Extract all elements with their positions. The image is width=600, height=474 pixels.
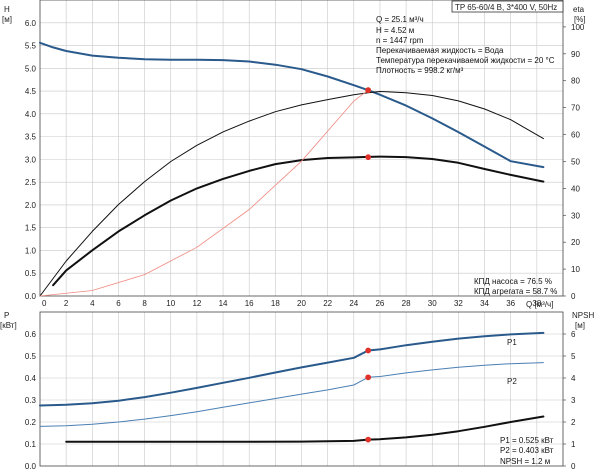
series-line-eta-unit bbox=[52, 155, 545, 287]
y-tick-label-right: 4 bbox=[571, 374, 576, 383]
x-tick-label: 14 bbox=[219, 299, 228, 308]
power-npsh-plot: 0.0 0.1 0.2 0.3 0.4 0.5 0.6 0 1 2 3 4 5 6 bbox=[25, 311, 576, 471]
x-tick-label: 10 bbox=[166, 299, 175, 308]
head-efficiency-plot: 0.0 0.5 1.0 1.5 2.0 2.5 3.0 3.5 4.0 4.5 5.0 5.5 6.0 0… bbox=[25, 0, 585, 308]
y-axis-unit-npsh: [м] bbox=[575, 321, 585, 330]
y-tick-label-left: 4.0 bbox=[25, 110, 37, 119]
series-line-p2 bbox=[39, 362, 544, 427]
annotation-p2: P2 = 0.403 кВт bbox=[500, 446, 554, 455]
y-tick-label-left: 5.0 bbox=[25, 64, 37, 73]
y-tick-label-right: 90 bbox=[571, 50, 580, 59]
y-axis-unit-p: [кВт] bbox=[0, 321, 17, 330]
y-axis-label-h: H bbox=[4, 5, 10, 14]
y-tick-label-left: 0.0 bbox=[25, 292, 37, 301]
series-label-p2: P2 bbox=[507, 377, 517, 386]
title-box bbox=[451, 0, 564, 13]
y-tick-label-right: 6 bbox=[571, 330, 576, 339]
annotation-unit-efficiency: КПД агрегата = 58.7 % bbox=[474, 287, 557, 296]
y-tick-label-right: 0 bbox=[571, 292, 576, 301]
y-tick-label-left: 5.5 bbox=[25, 42, 37, 51]
y-tick-label-right: 50 bbox=[571, 157, 580, 166]
series-line-p1 bbox=[39, 331, 545, 407]
y-tick-label-right: 2 bbox=[571, 418, 576, 427]
x-tick-label: 36 bbox=[506, 299, 515, 308]
x-tick-label: 32 bbox=[454, 299, 463, 308]
y-tick-label-left: 0.2 bbox=[25, 418, 37, 427]
y-tick-label-left: 1.0 bbox=[25, 246, 37, 255]
annotation-liquid: Перекачиваемая жидкость = Вода bbox=[376, 46, 504, 55]
annotation-npsh: NPSH = 1.2 м bbox=[500, 457, 550, 466]
y-tick-label-left: 0.3 bbox=[25, 396, 37, 405]
y-tick-label-right: 3 bbox=[571, 396, 576, 405]
y-tick-label-left: 6.0 bbox=[25, 19, 37, 28]
x-tick-label: 26 bbox=[375, 299, 384, 308]
series-label-p1: P1 bbox=[507, 338, 517, 347]
x-axis-label: Q [м³/ч] bbox=[526, 300, 553, 309]
x-tick-label: 30 bbox=[428, 299, 437, 308]
y-tick-label-left: 1.5 bbox=[25, 224, 37, 233]
x-tick-label: 0 bbox=[42, 299, 47, 308]
y-axis-unit-h: [м] bbox=[2, 15, 12, 24]
y-tick-label-left: 0.1 bbox=[25, 440, 37, 449]
y-tick-label-right: 5 bbox=[571, 352, 576, 361]
y-tick-label-right: 0 bbox=[571, 462, 576, 471]
x-tick-label: 38 bbox=[532, 299, 541, 308]
y-tick-label-right: 40 bbox=[571, 184, 580, 193]
y-tick-label-right: 20 bbox=[571, 238, 580, 247]
annotation-density: Плотность = 998.2 кг/м³ bbox=[376, 66, 464, 75]
plot-frame bbox=[39, 0, 564, 297]
x-tick-label: 22 bbox=[323, 299, 332, 308]
x-tick-label: 34 bbox=[480, 299, 489, 308]
operating-point-marker bbox=[365, 347, 372, 354]
y-axis-label-eta: eta bbox=[573, 5, 585, 14]
annotation-temperature: Температура перекачиваемой жидкости = 20… bbox=[376, 56, 555, 65]
x-tick-label: 12 bbox=[192, 299, 201, 308]
y-tick-label-left: 0.4 bbox=[25, 374, 37, 383]
y-tick-label-right: 80 bbox=[571, 77, 580, 86]
y-tick-label-right: 1 bbox=[571, 440, 576, 449]
series-line-eta-pump bbox=[39, 91, 544, 297]
series-line-h bbox=[39, 41, 545, 169]
annotation-h: H = 4.52 м bbox=[376, 26, 414, 35]
y-tick-label-left: 0.5 bbox=[25, 269, 37, 278]
y-tick-label-right: 100 bbox=[571, 23, 585, 32]
y-tick-label-left: 3.0 bbox=[25, 155, 37, 164]
annotation-n: n = 1447 rpm bbox=[376, 36, 424, 45]
x-tick-label: 28 bbox=[402, 299, 411, 308]
y-tick-label-right: 60 bbox=[571, 131, 580, 140]
y-axis-unit-eta: [%] bbox=[574, 15, 586, 24]
y-tick-label-left: 4.5 bbox=[25, 87, 37, 96]
y-tick-label-right: 30 bbox=[571, 211, 580, 220]
y-tick-label-left: 0.0 bbox=[25, 462, 37, 471]
y-tick-label-right: 70 bbox=[571, 104, 580, 113]
x-tick-label: 2 bbox=[64, 299, 69, 308]
plot-frame bbox=[39, 311, 564, 467]
y-tick-label-left: 3.5 bbox=[25, 133, 37, 142]
y-tick-label-left: 0.5 bbox=[25, 352, 37, 361]
operating-point-marker bbox=[365, 436, 372, 443]
x-tick-label: 16 bbox=[245, 299, 254, 308]
x-tick-label: 18 bbox=[271, 299, 280, 308]
operating-point-marker bbox=[365, 154, 372, 161]
y-tick-label-right: 10 bbox=[571, 265, 580, 274]
x-tick-label: 24 bbox=[349, 299, 358, 308]
operating-point-marker bbox=[365, 374, 372, 381]
operating-point-marker bbox=[365, 87, 372, 94]
annotation-q: Q = 25.1 м³/ч bbox=[376, 15, 424, 24]
x-tick-label: 8 bbox=[142, 299, 147, 308]
y-tick-label-left: 2.5 bbox=[25, 178, 37, 187]
annotation-p1: P1 = 0.525 кВт bbox=[500, 436, 554, 445]
x-tick-label: 6 bbox=[116, 299, 121, 308]
series-line-system bbox=[39, 89, 369, 297]
y-tick-label-left: 2.0 bbox=[25, 201, 37, 210]
annotation-pump-efficiency: КПД насоса = 76.5 % bbox=[474, 277, 552, 286]
y-tick-label-left: 0.6 bbox=[25, 330, 37, 339]
y-axis-label-npsh: NPSH bbox=[572, 311, 594, 320]
x-tick-label: 20 bbox=[297, 299, 306, 308]
title-text: TP 65-60/4 B, 3*400 V, 50Hz bbox=[455, 3, 557, 12]
x-tick-label: 4 bbox=[90, 299, 95, 308]
y-axis-label-p: P bbox=[4, 311, 9, 320]
